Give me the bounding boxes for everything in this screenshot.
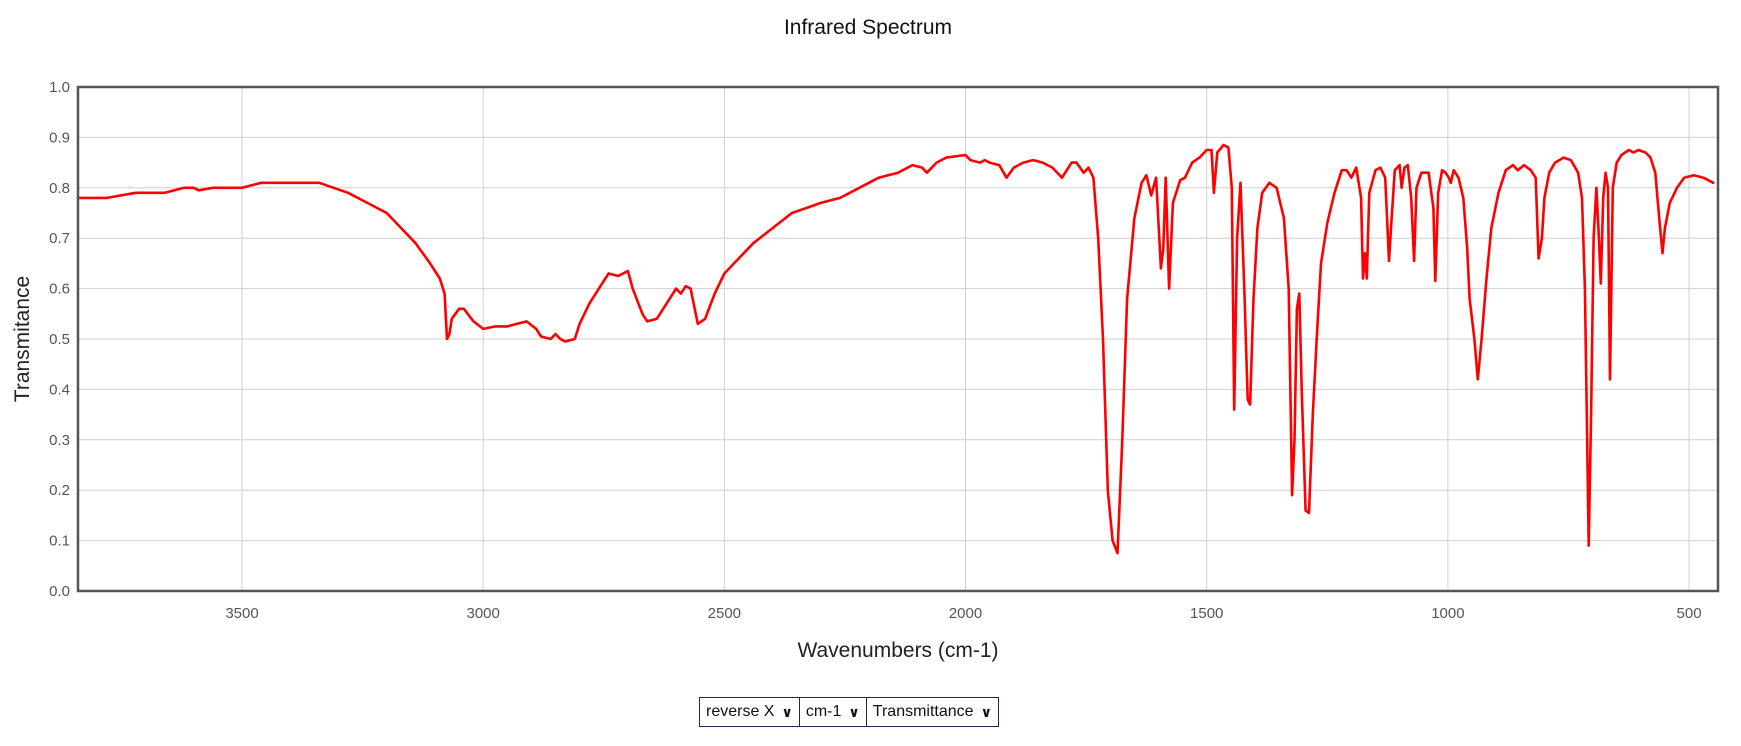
chevron-down-icon: ∨: [980, 703, 992, 720]
x-direction-value: reverse X: [706, 703, 775, 720]
y-axis-label: Transmitance: [11, 276, 34, 402]
tick-labels: 3500 3000 2500 2000 1500 1000 500 0.0 0.1 0.2 0.3 0…: [49, 79, 1701, 622]
x-units-value: cm-1: [805, 703, 842, 720]
y-tick-label: 0.0: [49, 583, 70, 600]
x-tick-label: 2000: [949, 605, 982, 622]
x-tick-label: 500: [1677, 605, 1702, 622]
plot-frame: [76, 85, 1720, 593]
y-mode-value: Transmittance: [872, 703, 974, 720]
x-axis-label: Wavenumbers (cm-1): [797, 639, 998, 662]
y-tick-label: 0.2: [49, 482, 70, 499]
x-direction-select[interactable]: reverse X ∨: [699, 697, 800, 727]
y-tick-label: 0.5: [49, 331, 70, 348]
y-tick-label: 0.9: [49, 129, 70, 146]
x-tick-label: 1000: [1431, 605, 1464, 622]
display-controls: reverse X ∨ cm-1 ∨ Transmittance ∨: [699, 697, 999, 727]
x-units-select[interactable]: cm-1 ∨: [798, 697, 867, 727]
x-tick-label: 1500: [1190, 605, 1223, 622]
chart: Infrared Spectrum 3500 3000 2500 2000 1500 10…: [11, 16, 1720, 662]
y-tick-label: 1.0: [49, 79, 70, 96]
chevron-down-icon: ∨: [781, 703, 793, 720]
chart-title: Infrared Spectrum: [784, 16, 952, 39]
grid: [78, 86, 1718, 592]
y-tick-label: 0.7: [49, 230, 70, 247]
y-tick-label: 0.8: [49, 180, 70, 197]
x-tick-label: 2500: [708, 605, 741, 622]
spectrum-line: [76, 143, 1715, 555]
y-tick-label: 0.1: [49, 533, 70, 550]
x-tick-label: 3000: [466, 605, 499, 622]
x-tick-label: 3500: [225, 605, 258, 622]
chevron-down-icon: ∨: [848, 703, 860, 720]
y-tick-label: 0.6: [49, 281, 70, 298]
y-tick-label: 0.4: [49, 381, 70, 398]
y-mode-select[interactable]: Transmittance ∨: [865, 697, 999, 727]
y-tick-label: 0.3: [49, 432, 70, 449]
